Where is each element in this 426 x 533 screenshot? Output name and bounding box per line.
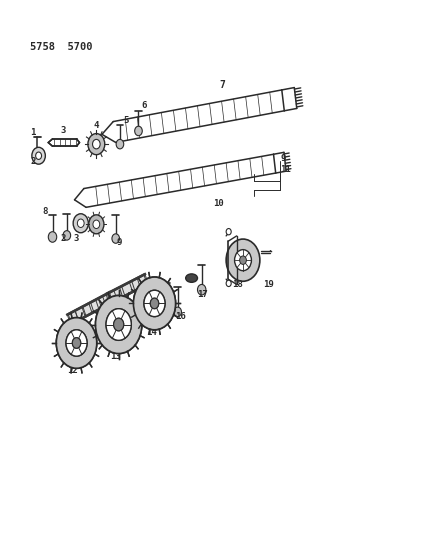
Circle shape bbox=[239, 256, 246, 264]
Circle shape bbox=[32, 147, 45, 164]
Circle shape bbox=[113, 318, 124, 331]
Circle shape bbox=[95, 295, 141, 353]
Circle shape bbox=[92, 140, 100, 149]
Text: 15: 15 bbox=[162, 309, 173, 318]
Circle shape bbox=[150, 298, 158, 309]
Circle shape bbox=[144, 290, 164, 317]
Circle shape bbox=[106, 309, 131, 341]
Circle shape bbox=[226, 239, 259, 281]
Text: 18: 18 bbox=[232, 279, 243, 288]
Circle shape bbox=[56, 318, 97, 368]
Circle shape bbox=[106, 309, 131, 341]
Circle shape bbox=[72, 338, 81, 348]
Circle shape bbox=[72, 338, 81, 348]
Text: 19: 19 bbox=[262, 279, 273, 288]
Circle shape bbox=[89, 215, 104, 234]
Text: 2: 2 bbox=[61, 234, 66, 243]
Circle shape bbox=[173, 307, 181, 317]
Polygon shape bbox=[68, 292, 112, 324]
Text: 13: 13 bbox=[110, 352, 121, 361]
Circle shape bbox=[112, 234, 119, 243]
Text: 14: 14 bbox=[146, 328, 156, 337]
Circle shape bbox=[116, 140, 124, 149]
Text: 2: 2 bbox=[30, 157, 35, 166]
Polygon shape bbox=[102, 90, 284, 142]
Circle shape bbox=[63, 231, 70, 240]
Circle shape bbox=[35, 152, 41, 159]
Polygon shape bbox=[48, 139, 79, 146]
Circle shape bbox=[150, 298, 158, 309]
Circle shape bbox=[134, 126, 142, 136]
Circle shape bbox=[77, 219, 84, 228]
Polygon shape bbox=[67, 274, 148, 325]
Text: 10: 10 bbox=[213, 199, 224, 208]
Polygon shape bbox=[75, 154, 275, 207]
Circle shape bbox=[66, 330, 87, 356]
Circle shape bbox=[95, 295, 141, 353]
Text: 7: 7 bbox=[219, 80, 225, 90]
Text: 5758  5700: 5758 5700 bbox=[30, 42, 92, 52]
Ellipse shape bbox=[185, 274, 197, 282]
Text: 17: 17 bbox=[197, 290, 208, 299]
Text: 9: 9 bbox=[280, 154, 286, 163]
Circle shape bbox=[73, 214, 88, 233]
Circle shape bbox=[162, 304, 170, 313]
Circle shape bbox=[133, 277, 175, 330]
Text: 1: 1 bbox=[30, 127, 35, 136]
Circle shape bbox=[144, 290, 164, 317]
Circle shape bbox=[93, 220, 100, 229]
Text: 12: 12 bbox=[67, 366, 78, 375]
Text: 3: 3 bbox=[61, 126, 66, 134]
Text: 11: 11 bbox=[279, 165, 290, 174]
Text: 9: 9 bbox=[116, 238, 122, 247]
Circle shape bbox=[48, 232, 57, 242]
Circle shape bbox=[66, 330, 87, 356]
Circle shape bbox=[197, 285, 205, 295]
Circle shape bbox=[113, 318, 124, 331]
Circle shape bbox=[133, 277, 175, 330]
Circle shape bbox=[226, 280, 230, 287]
Circle shape bbox=[88, 134, 104, 155]
Text: 8: 8 bbox=[43, 207, 48, 216]
Text: 4: 4 bbox=[93, 122, 98, 130]
Circle shape bbox=[56, 318, 97, 368]
Circle shape bbox=[234, 249, 251, 271]
Circle shape bbox=[226, 229, 230, 235]
Text: 3: 3 bbox=[73, 234, 79, 243]
Text: 6: 6 bbox=[141, 101, 147, 110]
Text: 5: 5 bbox=[123, 116, 128, 125]
Text: 16: 16 bbox=[174, 312, 185, 321]
Polygon shape bbox=[107, 274, 147, 303]
